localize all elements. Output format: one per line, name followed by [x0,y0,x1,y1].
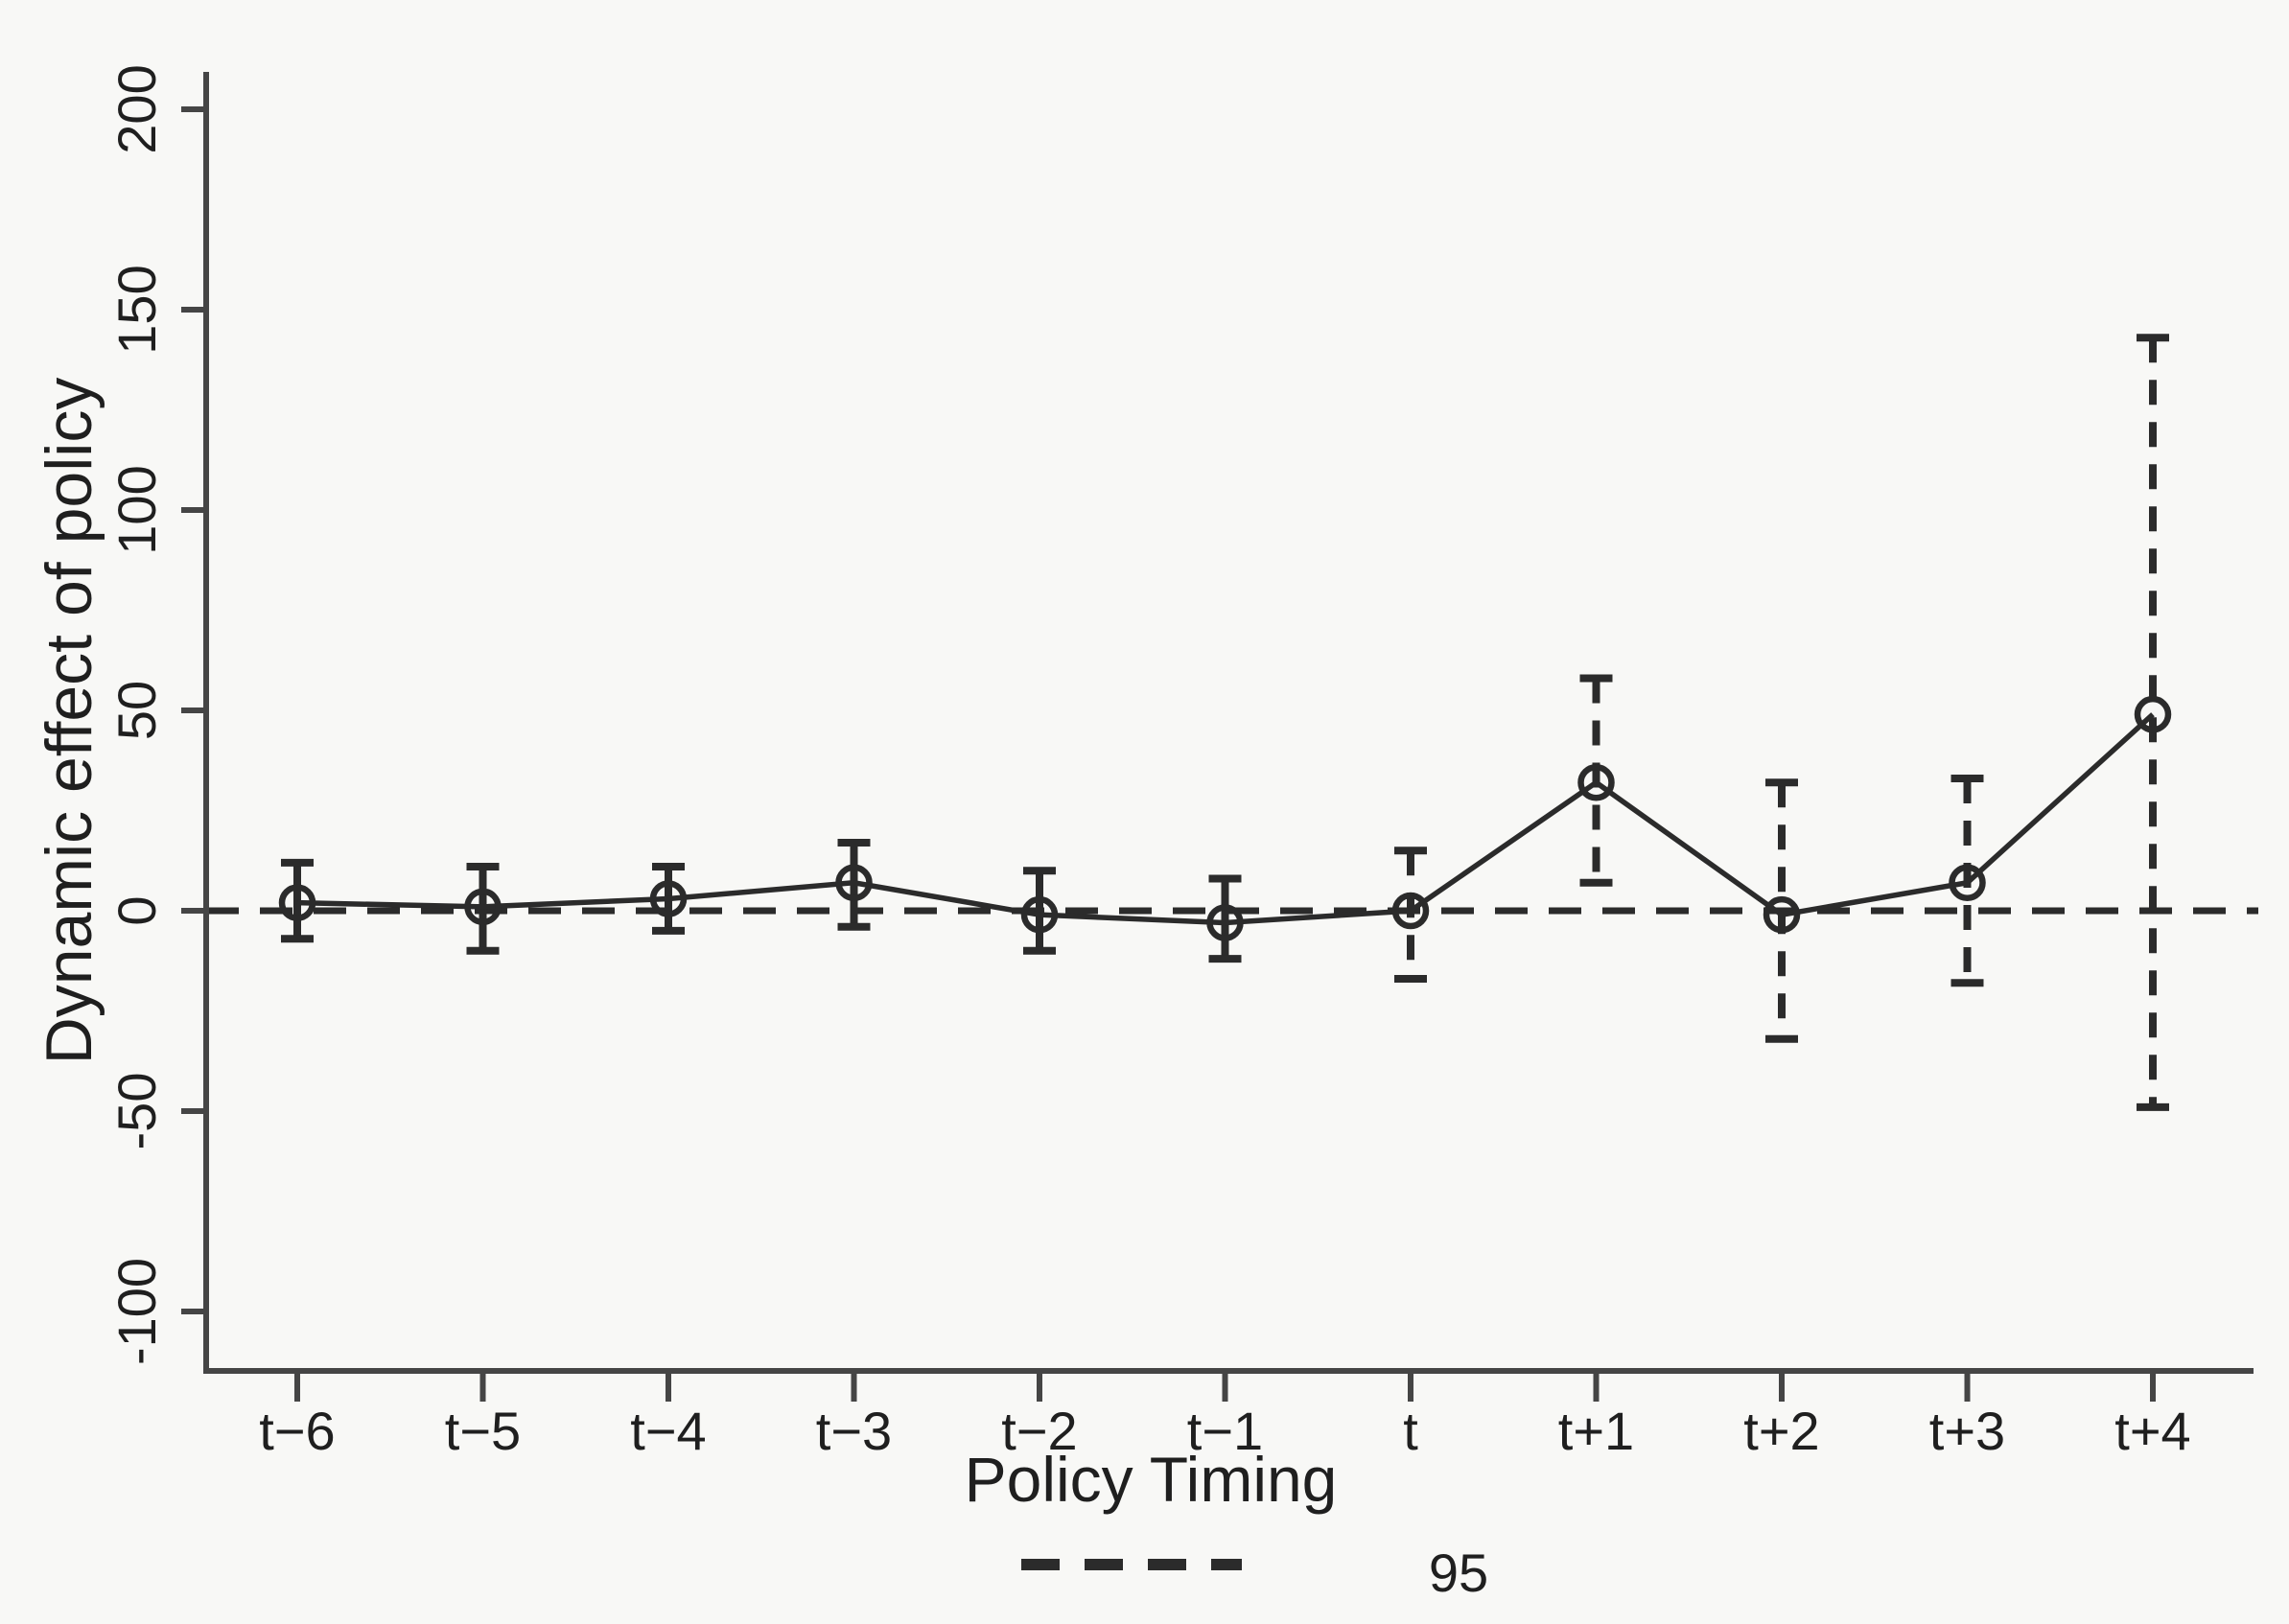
data-point-marker [1577,763,1615,801]
data-point-marker [1020,895,1059,934]
legend-label: 95 [1429,1543,1488,1603]
data-point-marker [1949,864,1986,901]
x-tick-label: t−4 [630,1401,706,1461]
y-tick-label: 150 [106,265,167,354]
data-point-marker [278,884,316,921]
data-point-marker [2134,695,2172,733]
x-tick-label: t−5 [445,1401,521,1461]
x-tick-label: t+1 [1558,1401,1634,1461]
data-point-marker [1391,892,1430,930]
data-point-marker [649,880,688,917]
data-point-marker [1763,895,1801,934]
series-line [296,712,2155,926]
axis-lines [203,72,2254,1374]
y-axis-title: Dynamic effect of policy [33,378,105,1065]
x-tick-label: t+4 [2114,1401,2190,1461]
data-point-marker [464,888,502,926]
x-tick-label: t [1403,1401,1418,1461]
y-tick-label: 200 [106,64,167,153]
x-tick-label: t−6 [259,1401,335,1461]
x-tick-label: t+2 [1743,1401,1819,1461]
x-tick-label: t−3 [816,1401,892,1461]
y-tick-label: -100 [106,1258,167,1365]
y-tick-label: 100 [106,465,167,554]
y-tick-label: 0 [106,895,167,925]
x-tick-label: t+3 [1929,1401,2005,1461]
y-tick-label: -50 [106,1073,167,1150]
y-tick-label: 50 [106,681,167,740]
data-point-marker [835,864,873,901]
data-point-marker [1206,904,1244,941]
x-tick-label: t−2 [1001,1401,1077,1461]
x-tick-label: t−1 [1187,1401,1263,1461]
x-axis-title: Policy Timing [965,1444,1338,1515]
